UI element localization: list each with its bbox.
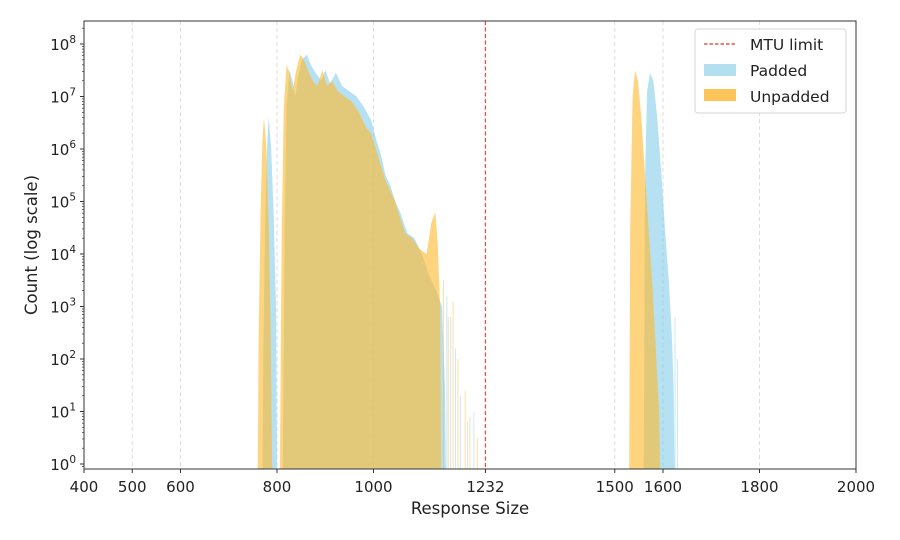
y-axis-label: Count (log scale) bbox=[22, 175, 41, 315]
y-tick-label: 105 bbox=[50, 192, 76, 212]
x-tick-label: 1500 bbox=[596, 478, 634, 496]
histogram-area bbox=[629, 70, 661, 470]
x-tick-label: 800 bbox=[263, 478, 292, 496]
histogram-area bbox=[279, 54, 442, 469]
x-tick-label: 1800 bbox=[740, 478, 778, 496]
x-tick-label: 1000 bbox=[354, 478, 392, 496]
y-axis: 100 101 102 103 104 105 106 107 108 bbox=[50, 27, 84, 474]
y-tick-label: 103 bbox=[50, 297, 76, 317]
x-tick-label: 1232 bbox=[466, 478, 504, 496]
x-axis-label: Response Size bbox=[411, 499, 529, 518]
plot-frame bbox=[83, 20, 857, 470]
y-tick-label: 107 bbox=[50, 87, 76, 107]
y-tick-label: 106 bbox=[50, 139, 76, 159]
legend-padded-swatch bbox=[704, 64, 736, 76]
histogram-area bbox=[257, 117, 273, 469]
x-tick-label: 400 bbox=[70, 478, 99, 496]
legend: MTU limit Padded Unpadded bbox=[694, 28, 847, 114]
x-axis: 400 500 600 800 1000 1232 1500 1600 1800 2000 bbox=[70, 469, 875, 496]
legend-unpadded-swatch bbox=[704, 89, 736, 101]
series-unpadded bbox=[257, 54, 661, 470]
legend-padded-label: Padded bbox=[750, 62, 807, 80]
x-tick-label: 2000 bbox=[837, 478, 875, 496]
y-tick-label: 104 bbox=[50, 244, 76, 264]
y-tick-label: 100 bbox=[50, 454, 76, 474]
y-tick-label: 102 bbox=[50, 349, 76, 369]
legend-unpadded-label: Unpadded bbox=[750, 88, 830, 106]
legend-mtu-label: MTU limit bbox=[750, 36, 823, 54]
x-tick-label: 600 bbox=[166, 478, 195, 496]
x-tick-label: 1600 bbox=[644, 478, 682, 496]
y-tick-label: 108 bbox=[50, 34, 76, 54]
x-tick-label: 500 bbox=[118, 478, 147, 496]
y-tick-label: 101 bbox=[50, 402, 76, 422]
